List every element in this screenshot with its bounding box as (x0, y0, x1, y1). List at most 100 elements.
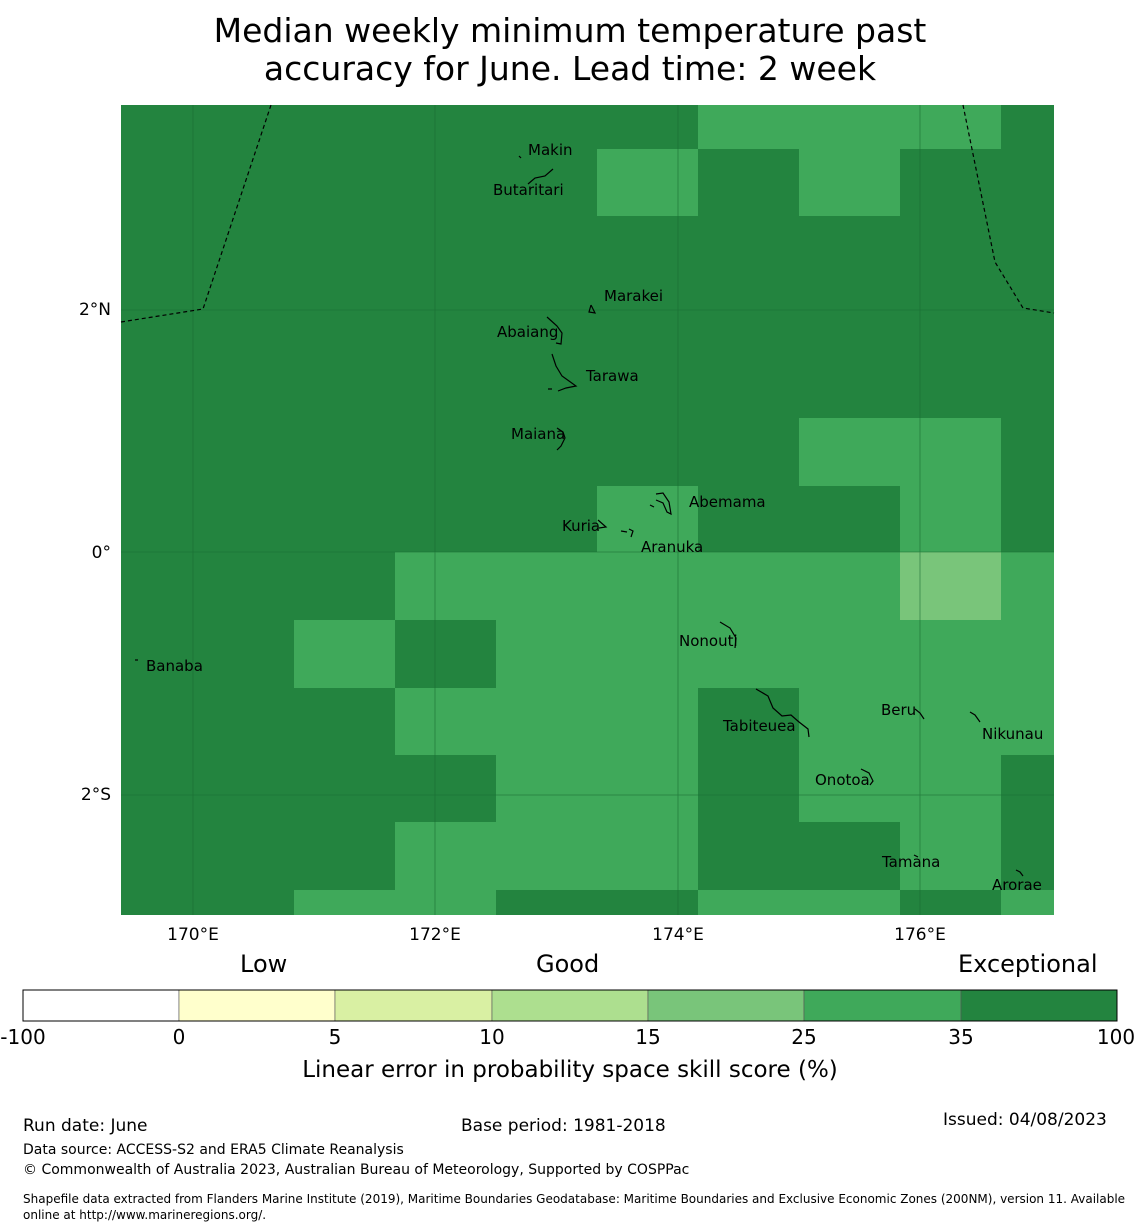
skill-cell (1001, 216, 1054, 283)
skill-cell (294, 552, 395, 620)
skill-cell (799, 620, 900, 688)
colorbar-tick-5: 5 (329, 1025, 342, 1049)
skill-cell (496, 688, 597, 755)
skill-cell (294, 688, 395, 755)
legend-category-good: Good (536, 950, 600, 978)
place-label-abemama: Abemama (689, 493, 766, 511)
island-tabiteuea-outline (755, 688, 810, 738)
skill-cell (597, 688, 698, 755)
skill-cell (294, 105, 395, 149)
skill-cell (395, 418, 496, 486)
skill-cell (496, 890, 597, 915)
skill-cell (597, 351, 698, 418)
colorbar-bin (960, 989, 1118, 1022)
skill-cell (395, 216, 496, 283)
skill-cell (496, 755, 597, 822)
skill-cell (121, 149, 193, 216)
island-maiana-outline (556, 427, 566, 451)
island-beru-outline (914, 708, 925, 720)
place-label-kuria: Kuria (562, 517, 600, 535)
island-kuria-outline (597, 519, 608, 529)
lat-tick-2n: 2°N (79, 300, 111, 320)
island-arorae-outline (1015, 869, 1024, 877)
skill-cell (799, 755, 900, 822)
skill-cell (395, 822, 496, 890)
island-abemama-outline (649, 492, 672, 516)
lon-tick-170e: 170°E (167, 925, 219, 945)
skill-cell (294, 283, 395, 351)
skill-cell (1001, 105, 1054, 149)
colorbar-tick-10: 10 (479, 1025, 504, 1049)
skill-cell (496, 149, 597, 216)
skill-cell (698, 688, 799, 755)
skill-map: Makin Butaritari Marakei Abaiang Tarawa … (0, 104, 1135, 1083)
colorbar-bins (22, 989, 1118, 1022)
colorbar-bin (334, 989, 493, 1022)
skill-cell (496, 552, 597, 620)
lat-tick-0: 0° (92, 543, 111, 563)
lat-tick-2s: 2°S (81, 785, 111, 805)
skill-cell (799, 552, 900, 620)
base-period: Base period: 1981-2018 (461, 1116, 666, 1136)
colorbar-bin (178, 989, 336, 1022)
skill-cell (496, 620, 597, 688)
place-label-banaba: Banaba (146, 657, 203, 675)
skill-cell (900, 283, 1001, 351)
lon-tick-172e: 172°E (409, 925, 461, 945)
place-label-beru: Beru (881, 701, 916, 719)
skill-cell (395, 283, 496, 351)
place-label-tarawa: Tarawa (585, 367, 639, 385)
skill-cell (395, 105, 496, 149)
skill-cell (121, 688, 193, 755)
skill-cell (193, 105, 294, 149)
colorbar-tick-25: 25 (791, 1025, 816, 1049)
place-label-abaiang: Abaiang (497, 323, 558, 341)
legend-category-exceptional: Exceptional (958, 950, 1098, 978)
skill-cell (121, 216, 193, 283)
skill-cell (900, 216, 1001, 283)
skill-cell (294, 216, 395, 283)
legend-colorbar: -100 0 5 10 15 25 35 100 Linear error in… (0, 989, 1135, 1083)
skill-cell (597, 890, 698, 915)
data-source: Data source: ACCESS-S2 and ERA5 Climate … (23, 1142, 404, 1158)
issued-date: Issued: 04/08/2023 (943, 1110, 1107, 1130)
colorbar-frame (22, 989, 1118, 1022)
skill-cell (193, 351, 294, 418)
legend-category-low: Low (240, 950, 288, 978)
skill-cell (900, 620, 1001, 688)
skill-cell (121, 755, 193, 822)
skill-cell (698, 486, 799, 552)
place-label-butaritari: Butaritari (493, 181, 564, 199)
skill-cell (193, 149, 294, 216)
place-label-makin: Makin (528, 141, 573, 159)
skill-cell (395, 351, 496, 418)
skill-cell (698, 149, 799, 216)
skill-cell (294, 620, 395, 688)
island-labels: Makin Butaritari Marakei Abaiang Tarawa … (146, 141, 1043, 894)
skill-cell (1001, 351, 1054, 418)
skill-cell (1001, 283, 1054, 351)
skill-cell (395, 620, 496, 688)
skill-cell (799, 216, 900, 283)
skill-cell (193, 552, 294, 620)
skill-cell (597, 755, 698, 822)
island-marakei-outline (588, 304, 597, 314)
skill-cell (799, 688, 900, 755)
skill-cell (294, 890, 395, 915)
map-title-line-1: Median weekly minimum temperature past (213, 11, 927, 50)
skill-cell (121, 552, 193, 620)
skill-cell (395, 688, 496, 755)
skill-cell (900, 755, 1001, 822)
skill-cell (900, 552, 1001, 620)
skill-cell (395, 755, 496, 822)
skill-cell (597, 552, 698, 620)
lon-tick-176e: 176°E (894, 925, 946, 945)
skill-grid (121, 105, 1054, 915)
skill-cell (698, 105, 799, 149)
skill-cell (597, 105, 698, 149)
skill-cell (294, 149, 395, 216)
skill-cell (698, 216, 799, 283)
place-label-nonouti: Nonouti (679, 632, 738, 650)
colorbar-tick-minus100: -100 (0, 1025, 45, 1049)
skill-cell (193, 755, 294, 822)
